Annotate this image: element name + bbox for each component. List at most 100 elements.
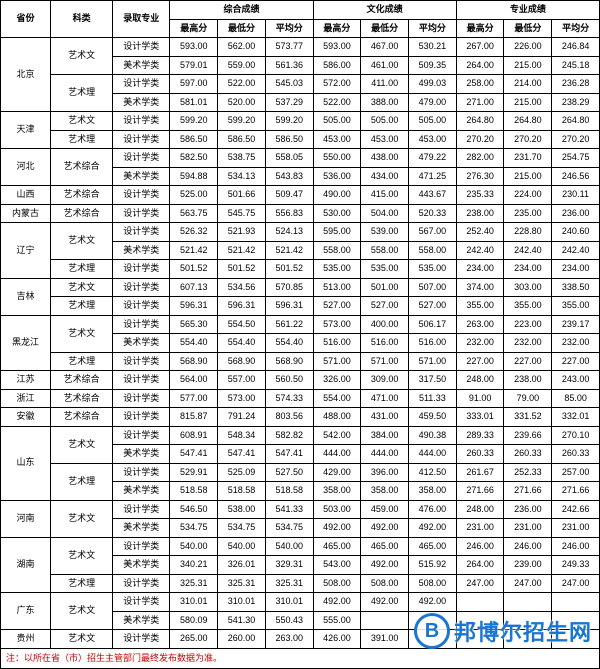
cell-category: 艺术理 xyxy=(51,352,113,371)
cell-value: 242.66 xyxy=(552,500,600,519)
cell-value: 490.38 xyxy=(409,426,457,445)
cell-value: 246.00 xyxy=(504,537,552,556)
cell-value: 358.00 xyxy=(409,482,457,501)
table-row: 河北艺术综合设计学类582.50538.75558.05550.00438.00… xyxy=(1,149,600,168)
cell-value: 444.00 xyxy=(409,445,457,464)
cell-value: 492.00 xyxy=(409,593,457,612)
cell-value: 505.00 xyxy=(409,112,457,131)
cell-value: 242.40 xyxy=(456,241,504,260)
table-row: 艺术理设计学类586.50586.50586.50453.00453.00453… xyxy=(1,130,600,149)
cell-category: 艺术文 xyxy=(51,112,113,131)
cell-major: 设计学类 xyxy=(113,463,170,482)
cell-value: 504.00 xyxy=(361,204,409,223)
cell-value: 548.34 xyxy=(218,426,266,445)
cell-value: 240.60 xyxy=(552,223,600,242)
cell-value: 534.75 xyxy=(265,519,313,538)
cell-value: 270.20 xyxy=(552,130,600,149)
cell-value: 228.80 xyxy=(504,223,552,242)
cell-major: 设计学类 xyxy=(113,260,170,279)
cell-value: 492.00 xyxy=(361,593,409,612)
cell-value: 231.70 xyxy=(504,149,552,168)
cell-value xyxy=(409,611,457,630)
cell-value: 501.52 xyxy=(218,260,266,279)
cell-value: 563.75 xyxy=(170,204,218,223)
cell-major: 设计学类 xyxy=(113,297,170,316)
cell-value: 599.20 xyxy=(170,112,218,131)
cell-category: 艺术文 xyxy=(51,500,113,537)
cell-value: 214.00 xyxy=(504,75,552,94)
cell-value: 226.00 xyxy=(504,38,552,57)
cell-value: 355.00 xyxy=(552,297,600,316)
cell-value: 536.00 xyxy=(313,167,361,186)
cell-value: 431.00 xyxy=(361,408,409,427)
cell-category: 艺术综合 xyxy=(51,204,113,223)
table-row: 山西艺术综合设计学类525.00501.66509.47490.00415.00… xyxy=(1,186,600,205)
cell-value: 91.00 xyxy=(456,389,504,408)
cell-value: 564.00 xyxy=(170,371,218,390)
cell-value: 223.00 xyxy=(504,315,552,334)
header-group-composite: 综合成绩 xyxy=(170,1,313,20)
cell-value: 572.00 xyxy=(313,75,361,94)
cell-value: 534.75 xyxy=(170,519,218,538)
cell-value: 234.00 xyxy=(456,260,504,279)
cell-province: 河北 xyxy=(1,149,51,186)
cell-value: 264.80 xyxy=(504,112,552,131)
cell-value: 571.00 xyxy=(409,352,457,371)
cell-value: 579.01 xyxy=(170,56,218,75)
cell-value: 355.00 xyxy=(456,297,504,316)
cell-major: 设计学类 xyxy=(113,149,170,168)
cell-value: 574.33 xyxy=(265,389,313,408)
cell-value: 547.41 xyxy=(170,445,218,464)
cell-value: 232.00 xyxy=(504,334,552,353)
cell-value: 492.00 xyxy=(361,519,409,538)
cell-value: 596.31 xyxy=(265,297,313,316)
cell-value: 568.90 xyxy=(170,352,218,371)
cell-value: 215.00 xyxy=(504,93,552,112)
cell-value: 540.00 xyxy=(170,537,218,556)
header-sub: 最低分 xyxy=(504,19,552,38)
cell-value: 467.00 xyxy=(361,38,409,57)
cell-value: 391.00 xyxy=(361,630,409,649)
cell-value: 231.00 xyxy=(504,519,552,538)
cell-value: 426.00 xyxy=(313,630,361,649)
cell-value: 537.29 xyxy=(265,93,313,112)
cell-value: 248.00 xyxy=(456,500,504,519)
cell-province: 浙江 xyxy=(1,389,51,408)
cell-value: 238.00 xyxy=(504,371,552,390)
cell-major: 设计学类 xyxy=(113,574,170,593)
header-sub: 平均分 xyxy=(552,19,600,38)
cell-value: 529.91 xyxy=(170,463,218,482)
cell-value: 479.00 xyxy=(409,93,457,112)
cell-value: 554.50 xyxy=(218,315,266,334)
cell-value: 239.66 xyxy=(504,426,552,445)
cell-value: 561.36 xyxy=(265,56,313,75)
cell-value: 267.00 xyxy=(456,38,504,57)
cell-value: 557.00 xyxy=(218,371,266,390)
cell-value: 415.00 xyxy=(361,186,409,205)
cell-value: 593.00 xyxy=(313,38,361,57)
cell-major: 美术学类 xyxy=(113,519,170,538)
cell-value: 215.00 xyxy=(504,167,552,186)
cell-value: 543.00 xyxy=(313,556,361,575)
cell-value: 556.83 xyxy=(265,204,313,223)
cell-value: 79.00 xyxy=(504,389,552,408)
cell-value: 245.18 xyxy=(552,56,600,75)
cell-value: 505.00 xyxy=(313,112,361,131)
cell-category: 艺术文 xyxy=(51,315,113,352)
cell-category: 艺术理 xyxy=(51,260,113,279)
cell-value: 263.00 xyxy=(265,630,313,649)
cell-value: 488.00 xyxy=(313,408,361,427)
cell-value: 541.33 xyxy=(265,500,313,519)
cell-value: 596.31 xyxy=(170,297,218,316)
cell-value: 555.00 xyxy=(313,611,361,630)
cell-major: 设计学类 xyxy=(113,352,170,371)
cell-value: 586.00 xyxy=(313,56,361,75)
header-sub: 最低分 xyxy=(361,19,409,38)
cell-value: 545.03 xyxy=(265,75,313,94)
table-row: 河南艺术文设计学类546.50538.00541.33503.00459.004… xyxy=(1,500,600,519)
table-row: 山东艺术文设计学类608.91548.34582.82542.00384.004… xyxy=(1,426,600,445)
cell-province: 山西 xyxy=(1,186,51,205)
cell-major: 设计学类 xyxy=(113,38,170,57)
cell-value xyxy=(552,593,600,612)
table-row: 艺术理设计学类597.00522.00545.03572.00411.00499… xyxy=(1,75,600,94)
